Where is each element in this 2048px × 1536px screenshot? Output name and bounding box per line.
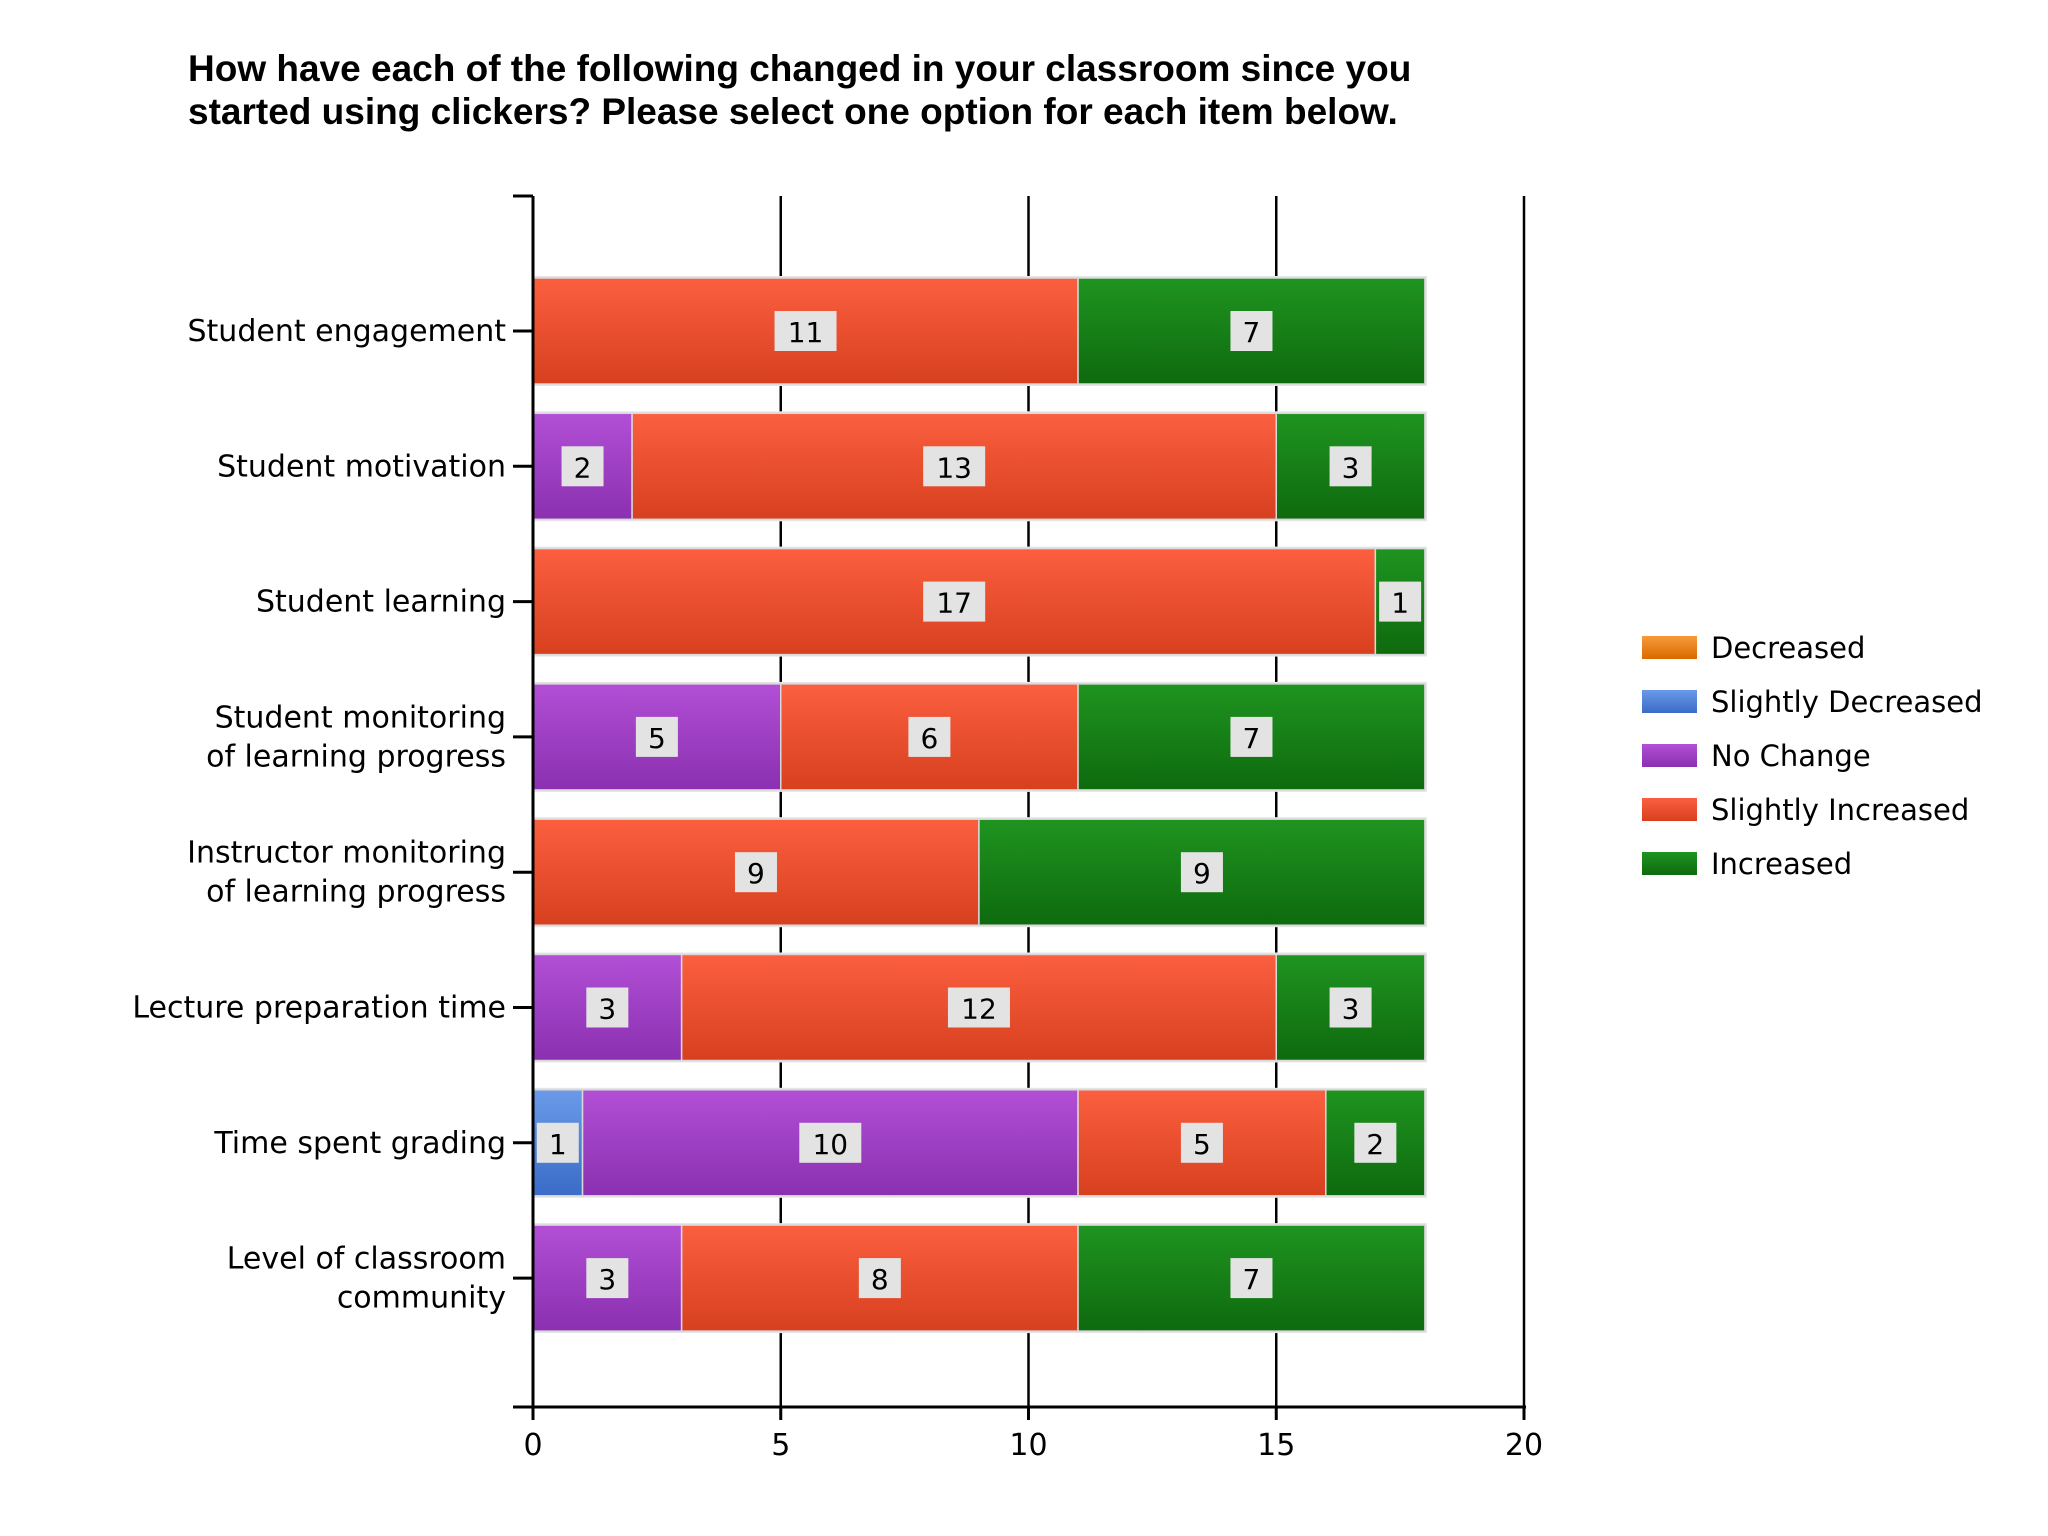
data-label: 2 — [1366, 1128, 1384, 1161]
data-label: 3 — [1342, 993, 1360, 1026]
data-label: 10 — [812, 1128, 848, 1161]
chart-title-line-2: started using clickers? Please select on… — [188, 91, 1398, 132]
legend-swatch — [1642, 690, 1697, 713]
data-label: 3 — [1342, 451, 1360, 484]
data-label-box — [1329, 987, 1372, 1028]
category-label: Student motivation — [217, 449, 506, 484]
legend: Decreased Slightly Decreased No Change Slig… — [1642, 631, 1983, 881]
data-label: 7 — [1243, 316, 1261, 349]
data-label: 6 — [920, 722, 938, 755]
data-label: 1 — [549, 1128, 567, 1161]
data-label-box — [858, 1258, 901, 1299]
category-label: Student engagement — [188, 314, 507, 349]
data-label-box — [734, 852, 777, 893]
data-label-box — [1180, 852, 1223, 893]
x-tick-label: 10 — [1009, 1428, 1047, 1463]
category-label: Level of classroom — [227, 1242, 506, 1277]
legend-label: Decreased — [1711, 631, 1865, 665]
data-label: 12 — [961, 993, 997, 1026]
legend-swatch — [1642, 852, 1697, 875]
category-label: of learning progress — [206, 739, 506, 774]
data-label: 9 — [1193, 857, 1211, 890]
data-label-box — [908, 716, 951, 757]
data-label: 2 — [574, 451, 592, 484]
chart-title-line-1: How have each of the following changed i… — [188, 48, 1411, 89]
x-tick-label: 0 — [523, 1428, 542, 1463]
category-label: Student monitoring — [215, 700, 506, 735]
data-label: 5 — [648, 722, 666, 755]
data-label: 11 — [788, 316, 824, 349]
data-label-box — [561, 446, 604, 487]
data-label-box — [923, 446, 986, 487]
x-tick-label: 20 — [1505, 1428, 1543, 1463]
legend-label: Slightly Increased — [1711, 793, 1969, 827]
x-tick-label: 15 — [1257, 1428, 1295, 1463]
category-label: Instructor monitoring — [187, 836, 506, 871]
legend-swatch — [1642, 744, 1697, 767]
data-label: 5 — [1193, 1128, 1211, 1161]
data-label: 17 — [936, 587, 972, 620]
data-label-box — [1379, 581, 1422, 622]
data-label-box — [1230, 311, 1273, 351]
legend-swatch — [1642, 636, 1697, 659]
category-label: Student learning — [256, 585, 506, 620]
data-label: 3 — [598, 1263, 616, 1296]
data-label-box — [947, 987, 1010, 1028]
data-label-box — [1329, 446, 1372, 487]
bars: 11 7 2 13 3 17 1 5 6 7 9 9 3 12 3 1 10 5 2 3 8 7 — [532, 276, 1427, 1334]
x-tick-label: 5 — [771, 1428, 790, 1463]
data-label: 7 — [1243, 1263, 1261, 1296]
data-label: 3 — [598, 993, 616, 1026]
data-label-box — [586, 987, 629, 1028]
category-label: Lecture preparation time — [132, 991, 506, 1026]
category-label: Time spent grading — [213, 1126, 506, 1161]
data-label-box — [799, 1122, 862, 1163]
legend-label: No Change — [1711, 739, 1871, 773]
category-label: community — [337, 1281, 506, 1316]
legend-label: Increased — [1711, 847, 1852, 881]
data-label: 1 — [1391, 587, 1409, 620]
data-label-box — [923, 581, 986, 622]
legend-swatch — [1642, 798, 1697, 821]
data-label: 7 — [1243, 722, 1261, 755]
category-label: of learning progress — [206, 875, 506, 910]
data-label: 13 — [936, 451, 972, 484]
data-label-box — [1230, 716, 1273, 757]
data-label: 9 — [747, 857, 765, 890]
data-label-box — [1354, 1122, 1397, 1163]
data-label-box — [1180, 1122, 1223, 1163]
data-label-box — [774, 311, 837, 351]
grid-lines — [779, 196, 1526, 1407]
data-label-box — [1230, 1258, 1273, 1299]
data-label-box — [536, 1122, 579, 1163]
legend-label: Slightly Decreased — [1711, 685, 1983, 719]
data-label-box — [635, 716, 678, 757]
data-label: 8 — [871, 1263, 889, 1296]
data-label-box — [586, 1258, 629, 1299]
